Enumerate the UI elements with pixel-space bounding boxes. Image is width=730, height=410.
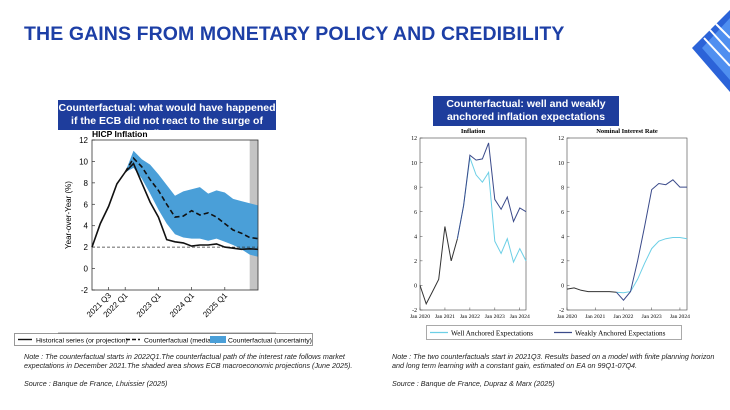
x-tick-label: Jan 2024 [670, 314, 690, 320]
y-tick-label: 6 [84, 200, 89, 209]
y-tick-label: 2 [414, 259, 417, 265]
x-tick-label: Jan 2022 [613, 314, 633, 320]
rate-title: Nominal Interest Rate [596, 128, 658, 135]
logo-graphic [692, 10, 730, 92]
left-source: Source : Banque de France, Lhuissier (20… [24, 379, 168, 388]
hicp-legend: Historical series (or projection) Counter… [14, 333, 313, 346]
y-tick-label: 0 [414, 284, 417, 290]
legend-frame [14, 333, 313, 346]
actual-line [419, 226, 458, 306]
x-tick-label: Jan 2023 [642, 314, 662, 320]
actual-line [566, 287, 617, 293]
y-tick-label: 8 [414, 185, 417, 191]
y-tick-label: 10 [411, 161, 417, 167]
x-tick-label: Jan 2020 [410, 314, 430, 320]
y-tick-label: 12 [411, 136, 417, 142]
legend-swatch [210, 336, 226, 343]
left-chart-banner: Counterfactual: what would have happened… [58, 100, 276, 140]
x-tick-label: Jan 2024 [510, 314, 530, 320]
y-tick-label: 10 [79, 157, 88, 166]
y-tick-label: 0 [561, 284, 564, 290]
weakly-anchored-line [616, 179, 687, 301]
inflation-frame [419, 137, 527, 311]
inflation-chart: Inflation -2 0 2 4 6 8 10 12 Jan 2020 Jan 2021 Jan … [410, 128, 530, 320]
x-tick-label: Jan 2021 [585, 314, 605, 320]
y-tick-label: 6 [414, 210, 417, 216]
right-source: Source : Banque de France, Dupraz & Marx… [392, 379, 555, 388]
legend-label: Counterfactual (uncertainty) [228, 337, 312, 344]
plot-frame [91, 139, 259, 291]
interest-rate-chart: Nominal Interest Rate -2 0 2 4 6 8 10 12 Jan 2020… [557, 128, 690, 320]
y-tick-label: 8 [561, 185, 564, 191]
uncertainty-band [125, 150, 258, 257]
x-tick-label: Jan 2023 [485, 314, 505, 320]
right-note: Note : The two counterfactuals start in … [392, 352, 715, 370]
x-tick-label: 2025 Q1 [201, 291, 229, 319]
left-note: Note : The counterfactual starts in 2022… [24, 352, 353, 370]
legend-label: Weakly Anchored Expectations [575, 330, 666, 338]
y-tick-label: 4 [561, 234, 564, 240]
y-tick-label: 2 [84, 243, 89, 252]
y-tick-label: 10 [558, 161, 564, 167]
right-chart-banner: Counterfactual: well and weakly anchored… [433, 96, 619, 126]
well-anchored-line [616, 237, 688, 294]
legend-label: Counterfactual (median) [144, 337, 217, 344]
y-tick-label: -2 [81, 286, 89, 295]
y-tick-label: 12 [558, 136, 564, 142]
y-tick-label: 0 [84, 265, 89, 274]
x-tick-label: Jan 2021 [435, 314, 455, 320]
y-tick-label: 2 [561, 259, 564, 265]
y-tick-label: 12 [79, 136, 88, 145]
y-tick-label: -2 [559, 308, 564, 314]
legend-label: Historical series (or projection) [36, 337, 128, 344]
legend-label: Well Anchored Expectations [451, 330, 533, 338]
page-title: THE GAINS FROM MONETARY POLICY AND CREDI… [24, 23, 565, 45]
y-tick-label: 4 [84, 222, 89, 231]
hicp-title: HICP Inflation [92, 129, 148, 139]
inflation-title: Inflation [461, 128, 486, 135]
x-tick-label: Jan 2020 [557, 314, 577, 320]
y-tick-label: 8 [84, 179, 89, 188]
historical-series-line [91, 162, 259, 251]
x-tick-label: Jan 2022 [460, 314, 480, 320]
y-tick-label: 4 [414, 234, 417, 240]
x-tick-label: 2024 Q1 [168, 291, 196, 319]
weakly-anchored-line [456, 142, 527, 239]
x-tick-label: 2023 Q1 [135, 291, 163, 319]
y-tick-label: -2 [412, 308, 417, 314]
y-axis-label: Year-over-Year (%) [64, 181, 73, 249]
hicp-chart: HICP Inflation -2 0 2 4 6 8 10 12 Year-over-Year … [58, 129, 276, 346]
rate-frame [566, 137, 688, 311]
right-legend: Well Anchored Expectations Weakly Anchore… [426, 325, 682, 340]
counterfactual-median-line [124, 156, 259, 240]
y-tick-label: 6 [561, 210, 564, 216]
